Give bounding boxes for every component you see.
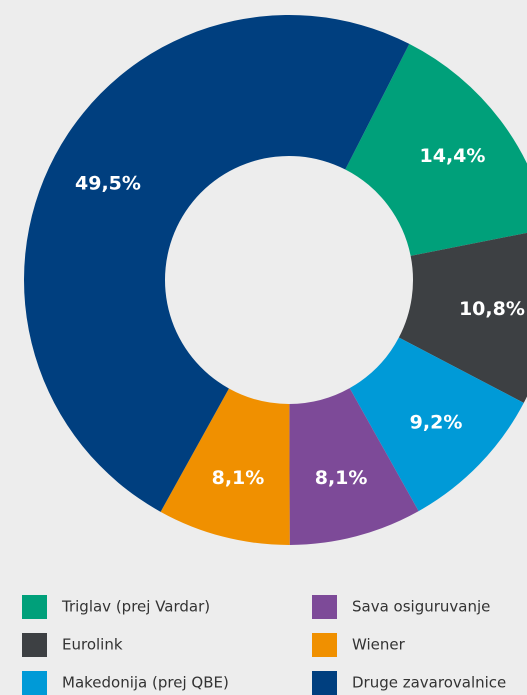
legend-label: Druge zavarovalnice [352, 674, 506, 692]
slice-label: 14,4% [420, 145, 486, 167]
donut-slice [345, 43, 527, 256]
legend-label: Eurolink [62, 636, 123, 654]
slice-label: 8,1% [315, 467, 368, 489]
legend-swatch [22, 595, 47, 619]
donut-slice [289, 388, 419, 545]
legend-label: Sava osiguruvanje [352, 598, 490, 616]
donut-slice [398, 232, 527, 403]
legend-label: Triglav (prej Vardar) [61, 598, 210, 616]
legend-label: Wiener [352, 636, 406, 654]
donut-slice [160, 388, 290, 545]
slice-label: 9,2% [410, 411, 463, 433]
legend-swatch [312, 595, 337, 619]
legend-swatch [312, 671, 337, 695]
slice-label: 49,5% [75, 172, 141, 194]
legend-swatch [312, 633, 337, 657]
donut-slice [24, 15, 410, 512]
legend-swatch [22, 633, 47, 657]
slice-label: 8,1% [212, 467, 265, 489]
legend-swatch [22, 671, 47, 695]
donut-slice [349, 337, 524, 512]
legend-label: Makedonija (prej QBE) [62, 674, 229, 692]
slice-label: 10,8% [459, 298, 525, 320]
